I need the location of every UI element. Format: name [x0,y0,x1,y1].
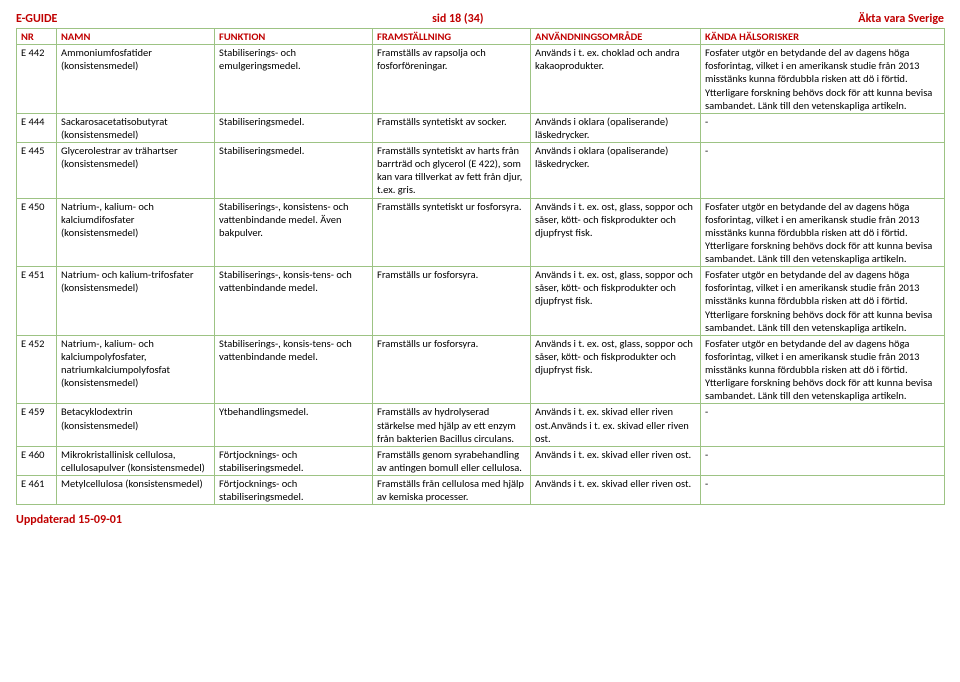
cell-fram: Framställs från cellulosa med hjälp av k… [373,476,531,505]
cell-funktion: Stabiliseringsmedel. [215,113,373,142]
col-framstallning: FRAMSTÄLLNING [373,29,531,45]
cell-funktion: Förtjocknings- och stabiliseringsmedel. [215,446,373,475]
col-anvandning: ANVÄNDNINGSOMRÅDE [531,29,701,45]
cell-namn: Ammoniumfosfatider (konsistensmedel) [57,45,215,114]
header-left: E-GUIDE [16,12,57,26]
table-row: E 451Natrium- och kalium-trifosfater (ko… [17,267,945,336]
cell-anv: Används i t. ex. skivad eller riven ost. [531,476,701,505]
cell-nr: E 444 [17,113,57,142]
table-row: E 450Natrium-, kalium- och kalciumdifosf… [17,198,945,267]
cell-nr: E 451 [17,267,57,336]
cell-anv: Används i t. ex. ost, glass, soppor och … [531,198,701,267]
cell-namn: Sackarosacetatisobutyrat (konsistensmede… [57,113,215,142]
cell-fram: Framställs genom syrabehandling av antin… [373,446,531,475]
table-row: E 460Mikrokristallinisk cellulosa, cellu… [17,446,945,475]
cell-fram: Framställs syntetiskt av socker. [373,113,531,142]
cell-funktion: Stabiliserings-, konsis-tens- och vatten… [215,335,373,404]
cell-namn: Natrium-, kalium- och kalciumdifosfater … [57,198,215,267]
cell-nr: E 442 [17,45,57,114]
table-row: E 461Metylcellulosa (konsistensmedel)För… [17,476,945,505]
cell-risk: Fosfater utgör en betydande del av dagen… [701,45,945,114]
cell-risk: - [701,113,945,142]
cell-funktion: Förtjocknings- och stabiliseringsmedel. [215,476,373,505]
cell-funktion: Stabiliserings-, konsistens- och vattenb… [215,198,373,267]
cell-namn: Natrium-, kalium- och kalciumpolyfosfate… [57,335,215,404]
table-row: E 442Ammoniumfosfatider (konsistensmedel… [17,45,945,114]
cell-nr: E 461 [17,476,57,505]
header-center: sid 18 (34) [432,12,483,26]
table-header-row: NR NAMN FUNKTION FRAMSTÄLLNING ANVÄNDNIN… [17,29,945,45]
additives-table: NR NAMN FUNKTION FRAMSTÄLLNING ANVÄNDNIN… [16,28,945,505]
cell-nr: E 445 [17,143,57,199]
cell-anv: Används i oklara (opaliserande) läskedry… [531,113,701,142]
cell-funktion: Stabiliserings- och emulgeringsmedel. [215,45,373,114]
cell-namn: Natrium- och kalium-trifosfater (konsist… [57,267,215,336]
cell-anv: Används i t. ex. ost, glass, soppor och … [531,335,701,404]
cell-funktion: Stabiliseringsmedel. [215,143,373,199]
cell-fram: Framställs syntetiskt av harts från barr… [373,143,531,199]
table-row: E 445Glycerolestrar av trähartser (konsi… [17,143,945,199]
cell-nr: E 450 [17,198,57,267]
col-risker: KÄNDA HÄLSORISKER [701,29,945,45]
cell-fram: Framställs syntetiskt ur fosforsyra. [373,198,531,267]
page-footer: Uppdaterad 15-09-01 [16,513,944,527]
cell-nr: E 459 [17,404,57,446]
table-row: E 444Sackarosacetatisobutyrat (konsisten… [17,113,945,142]
header-right: Äkta vara Sverige [858,12,944,26]
cell-anv: Används i oklara (opaliserande) läskedry… [531,143,701,199]
cell-funktion: Ytbehandlingsmedel. [215,404,373,446]
cell-anv: Används i t. ex. ost, glass, soppor och … [531,267,701,336]
cell-risk: - [701,446,945,475]
cell-anv: Används i t. ex. skivad eller riven ost.… [531,404,701,446]
cell-namn: Betacyklodextrin (konsistensmedel) [57,404,215,446]
cell-risk: Fosfater utgör en betydande del av dagen… [701,198,945,267]
cell-risk: - [701,143,945,199]
cell-namn: Metylcellulosa (konsistensmedel) [57,476,215,505]
cell-funktion: Stabiliserings-, konsis-tens- och vatten… [215,267,373,336]
col-namn: NAMN [57,29,215,45]
cell-nr: E 460 [17,446,57,475]
cell-anv: Används i t. ex. choklad och andra kakao… [531,45,701,114]
cell-risk: - [701,404,945,446]
page-header: E-GUIDE sid 18 (34) Äkta vara Sverige [16,12,944,26]
cell-namn: Glycerolestrar av trähartser (konsistens… [57,143,215,199]
col-nr: NR [17,29,57,45]
table-row: E 452Natrium-, kalium- och kalciumpolyfo… [17,335,945,404]
cell-fram: Framställs ur fosforsyra. [373,335,531,404]
cell-risk: Fosfater utgör en betydande del av dagen… [701,335,945,404]
cell-anv: Används i t. ex. skivad eller riven ost. [531,446,701,475]
cell-risk: - [701,476,945,505]
cell-namn: Mikrokristallinisk cellulosa, cellulosap… [57,446,215,475]
table-row: E 459Betacyklodextrin (konsistensmedel)Y… [17,404,945,446]
cell-nr: E 452 [17,335,57,404]
cell-fram: Framställs av rapsolja och fosforförenin… [373,45,531,114]
cell-risk: Fosfater utgör en betydande del av dagen… [701,267,945,336]
col-funktion: FUNKTION [215,29,373,45]
cell-fram: Framställs av hydrolyserad stärkelse med… [373,404,531,446]
cell-fram: Framställs ur fosforsyra. [373,267,531,336]
